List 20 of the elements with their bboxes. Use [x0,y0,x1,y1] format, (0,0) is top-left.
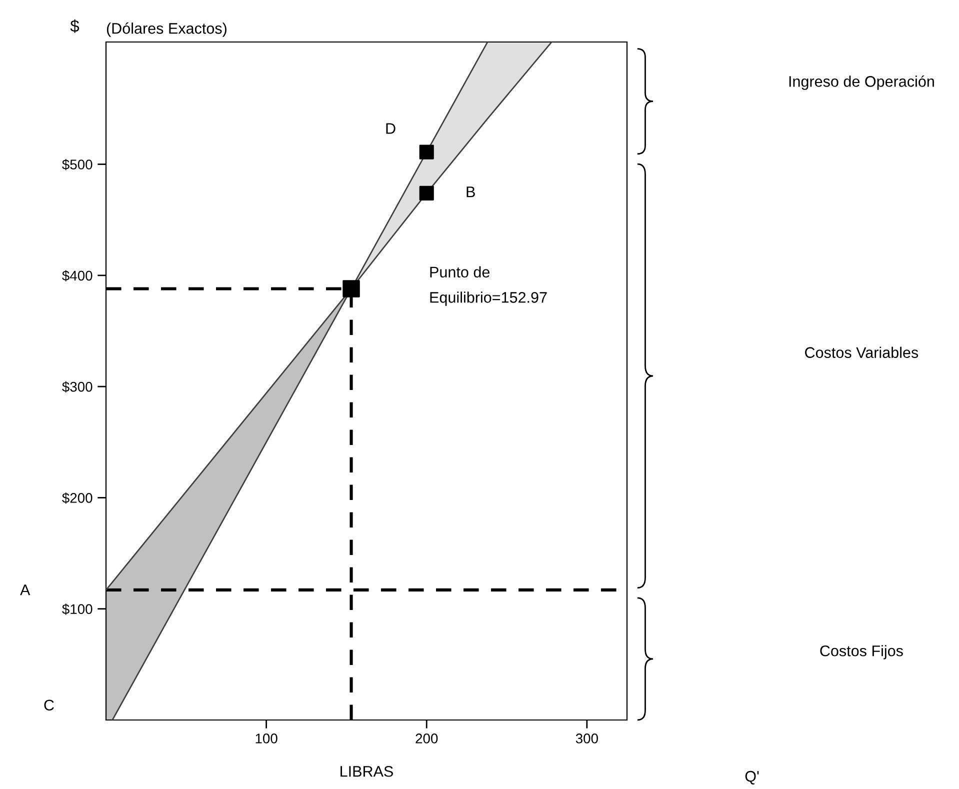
y-tick-label: $400 [62,270,92,282]
x-axis-title: LIBRAS [340,766,393,777]
y-tick-label: $200 [62,492,92,504]
annotation: Punto de Equilibrio=152.97 [430,266,547,306]
chart-title: (Dólares Exactos) [106,22,226,37]
annotation: B [466,186,475,198]
y-tick-label: $100 [62,604,92,615]
annotation: D [386,123,396,134]
x-tick-label: 300 [576,734,598,744]
text: Costos Variables [805,346,918,358]
y-tick-label: $300 [62,381,92,393]
x-tick-label: 200 [416,734,438,744]
text: Q' [745,770,759,784]
x-tick-label: 100 [256,734,278,744]
text: Ingreso de Operación [789,75,934,90]
y-axis-title: $ [70,19,80,33]
text: A [20,584,30,596]
text: Costos Fijos [820,645,903,660]
text: C [44,700,54,711]
y-tick-label: $500 [62,159,92,170]
